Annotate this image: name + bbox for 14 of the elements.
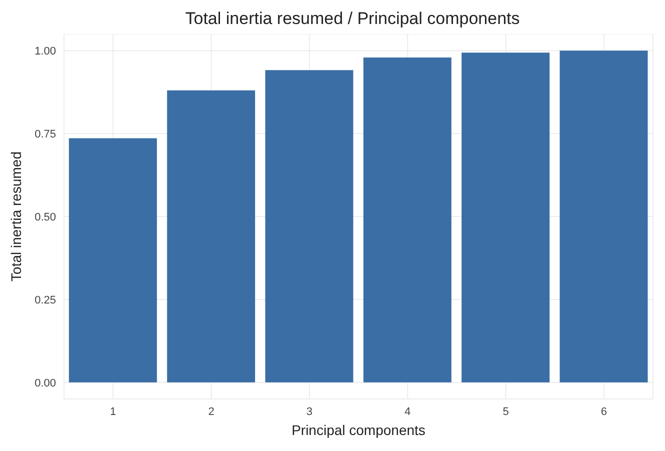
- y-tick-label: 0.50: [34, 211, 56, 224]
- x-tick-label: 6: [600, 406, 607, 418]
- y-tick-label: 0.25: [34, 294, 56, 306]
- x-tick-label: 1: [110, 406, 116, 418]
- x-tick-label: 3: [306, 406, 312, 418]
- y-axis-title: Total inertia resumed: [8, 152, 24, 282]
- chart-title: Total inertia resumed / Principal components: [184, 8, 521, 30]
- x-tick-label: 5: [502, 406, 509, 418]
- x-tick-label: 4: [404, 406, 411, 418]
- y-tick-label: 1.00: [34, 45, 56, 58]
- x-tick-label: 2: [208, 406, 214, 418]
- y-tick-label: 0.75: [34, 128, 56, 140]
- x-axis-title: Principal components: [292, 422, 426, 438]
- y-tick-label: 0.00: [34, 377, 56, 390]
